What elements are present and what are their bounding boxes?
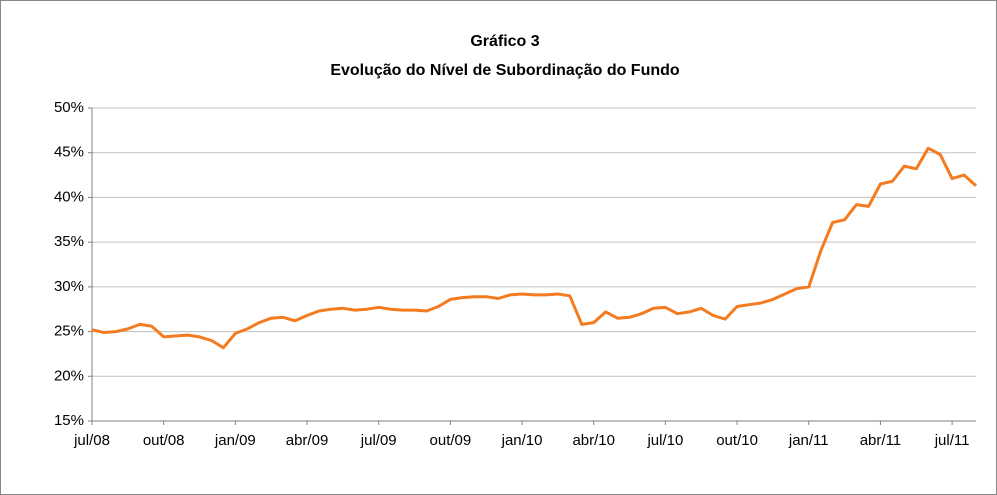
y-tick-label: 45% (54, 144, 84, 161)
x-tick-label: jul/09 (360, 432, 397, 449)
y-tick-label: 25% (54, 323, 84, 340)
chart-title: Gráfico 3 (470, 33, 539, 50)
y-tick-label: 30% (54, 278, 84, 295)
x-tick-label: abr/10 (572, 432, 615, 449)
y-tick-label: 15% (54, 412, 84, 429)
x-tick-label: out/08 (143, 432, 185, 449)
y-tick-label: 50% (54, 99, 84, 116)
x-tick-label: jan/09 (214, 432, 256, 449)
x-tick-label: jan/10 (501, 432, 543, 449)
chart-subtitle: Evolução do Nível de Subordinação do Fun… (330, 62, 680, 79)
x-tick-label: jul/11 (934, 432, 970, 449)
x-tick-label: jan/11 (788, 432, 829, 449)
x-tick-label: abr/11 (860, 432, 901, 449)
x-tick-label: abr/09 (286, 432, 329, 449)
data-line (91, 146, 978, 350)
x-tick-label: out/10 (716, 432, 758, 449)
y-tick-label: 35% (54, 233, 84, 250)
y-tick-label: 20% (54, 367, 84, 384)
y-tick-label: 40% (54, 188, 84, 205)
x-tick-label: jul/08 (73, 432, 110, 449)
x-tick-label: jul/10 (646, 432, 683, 449)
x-tick-label: out/09 (430, 432, 472, 449)
